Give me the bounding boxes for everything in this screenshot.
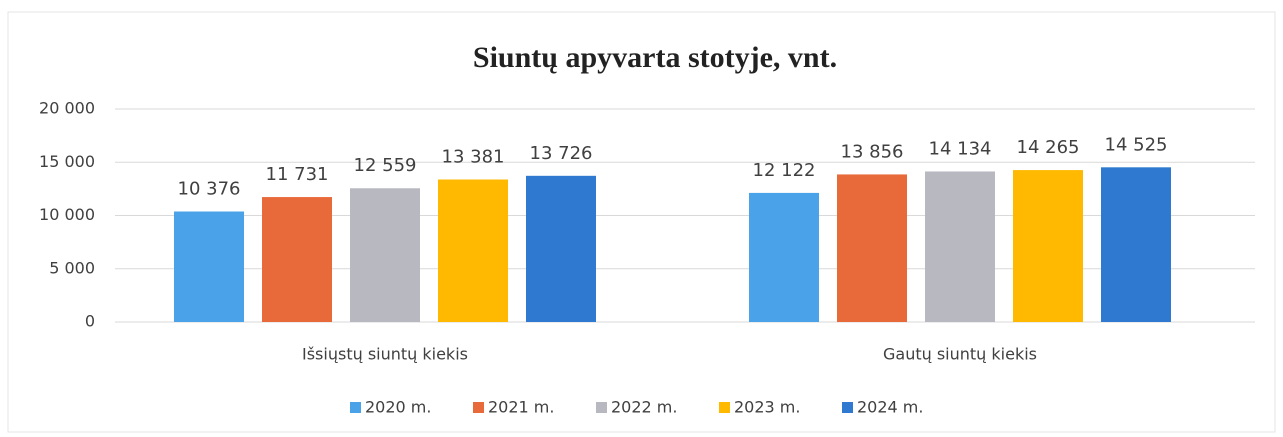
value-label: 14 525	[1105, 134, 1168, 155]
legend-label: 2020 m.	[365, 398, 431, 417]
legend-swatch	[350, 402, 361, 413]
value-label: 14 134	[929, 138, 992, 159]
bar	[749, 192, 819, 322]
value-label: 13 856	[841, 141, 904, 162]
legend-label: 2022 m.	[611, 398, 677, 417]
bar	[438, 179, 508, 322]
bar	[837, 174, 907, 322]
bar	[1101, 167, 1171, 322]
value-label: 12 559	[354, 155, 417, 176]
legend-label: 2021 m.	[488, 398, 554, 417]
legend-label: 2024 m.	[857, 398, 923, 417]
bar	[1013, 170, 1083, 322]
y-tick-label: 20 000	[39, 99, 95, 118]
value-label: 11 731	[266, 164, 329, 185]
legend-label: 2023 m.	[734, 398, 800, 417]
legend-swatch	[473, 402, 484, 413]
y-tick-label: 0	[85, 312, 95, 331]
chart-title: Siuntų apyvarta stotyje, vnt.	[473, 41, 837, 74]
bar	[262, 197, 332, 322]
y-tick-label: 5 000	[49, 258, 95, 277]
value-label: 12 122	[753, 160, 816, 181]
y-tick-label: 10 000	[39, 205, 95, 224]
bar	[174, 211, 244, 322]
value-label: 13 726	[530, 143, 593, 164]
value-label: 14 265	[1017, 137, 1080, 158]
legend-swatch	[842, 402, 853, 413]
value-label: 13 381	[442, 146, 505, 167]
x-tick-label: Gautų siuntų kiekis	[883, 345, 1037, 364]
y-tick-label: 15 000	[39, 152, 95, 171]
bar	[350, 188, 420, 322]
bar	[925, 171, 995, 322]
legend-swatch	[719, 402, 730, 413]
value-label: 10 376	[178, 178, 241, 199]
legend-swatch	[596, 402, 607, 413]
bar	[526, 175, 596, 322]
x-tick-label: Išsiųstų siuntų kiekis	[302, 345, 468, 364]
